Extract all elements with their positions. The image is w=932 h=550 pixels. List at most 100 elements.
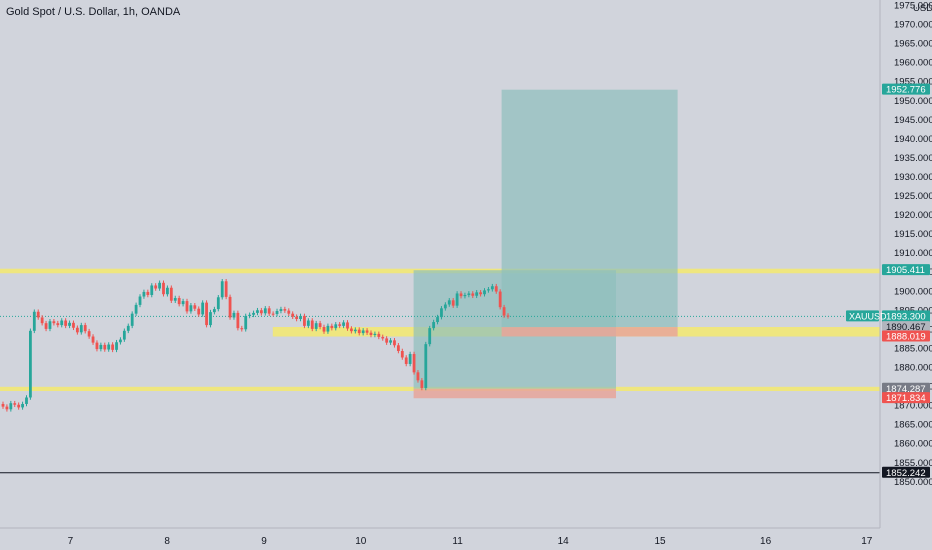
label-1952: 1952.776 (882, 83, 930, 96)
candle-body (64, 320, 68, 326)
candle-body (412, 354, 416, 373)
price-tick-label: 1885.000 (894, 343, 932, 354)
price-tick-label: 1860.000 (894, 439, 932, 450)
time-tick-label: 9 (261, 536, 267, 547)
candle-body (377, 333, 381, 337)
price-tick-label: 1915.000 (894, 229, 932, 240)
price-label-text: 1871.834 (886, 393, 926, 404)
candle-body (256, 310, 259, 313)
candle-body (56, 323, 60, 326)
candle-body (318, 323, 322, 327)
time-axis[interactable]: 7 8 9 10 11 14 15 16 17 (68, 536, 873, 547)
candle-body (330, 325, 334, 329)
candle-body (32, 311, 36, 331)
label-1852: 1852.242 (882, 466, 930, 479)
price-tick-label: 1935.000 (894, 153, 932, 164)
candle-body (95, 342, 99, 350)
long-stop-box (501, 327, 678, 337)
candle-body (107, 344, 111, 350)
candle-body (68, 322, 71, 326)
candle-body (130, 313, 134, 326)
price-label-text: 1952.776 (886, 85, 926, 96)
candle-body (181, 301, 185, 305)
candle-body (436, 317, 439, 323)
price-label-text: 1852.242 (886, 468, 926, 479)
chart-title: Gold Spot / U.S. Dollar, 1h, OANDA (6, 6, 181, 18)
candle-body (72, 322, 75, 328)
candle-body (263, 308, 267, 314)
candle-body (393, 340, 396, 346)
candle-body (220, 281, 224, 298)
candle-body (154, 285, 158, 289)
price-label-bg (882, 83, 930, 95)
candle-body (111, 344, 115, 350)
candle-body (502, 307, 506, 316)
candle-body (428, 328, 432, 345)
candle-body (138, 296, 142, 305)
time-tick-label: 15 (654, 536, 666, 547)
candle-body (396, 345, 400, 352)
candle-body (193, 305, 197, 309)
time-tick-label: 10 (355, 536, 367, 547)
candle-body (103, 344, 107, 350)
candle-body (52, 321, 56, 324)
candle-body (487, 289, 490, 291)
price-label-bg (882, 264, 930, 276)
price-tick-label: 1930.000 (894, 172, 932, 183)
candle-body (5, 406, 9, 410)
candle-body (424, 344, 428, 388)
candle-body (134, 304, 138, 314)
candle-body (350, 328, 353, 332)
price-tick-label: 1880.000 (894, 363, 932, 374)
price-tick-label: 1900.000 (894, 286, 932, 297)
candle-body (99, 344, 103, 350)
candle-body (146, 291, 150, 295)
candle-body (228, 296, 232, 318)
candle-body (259, 310, 263, 314)
price-tick-label: 1870.000 (894, 401, 932, 412)
candle-body (48, 321, 52, 329)
candle-body (310, 320, 314, 329)
candle-body (224, 281, 228, 297)
price-tick-label: 1865.000 (894, 420, 932, 431)
label-1905: 1905.411 (882, 264, 930, 276)
time-tick-label: 7 (68, 536, 74, 547)
candle-body (240, 328, 244, 330)
candle-body (173, 298, 177, 301)
candle-body (1, 403, 5, 407)
candle-body (75, 327, 79, 333)
candle-body (119, 339, 122, 343)
price-label-text: 1888.019 (886, 331, 926, 342)
symbol-label-bg (846, 310, 879, 322)
price-tick-label: 1960.000 (894, 58, 932, 69)
candle-body (447, 300, 451, 305)
candle-body (416, 372, 420, 381)
candle-body (150, 285, 154, 295)
price-tick-label: 1965.000 (894, 39, 932, 50)
label-1874: 1874.287 (882, 382, 930, 395)
candle-body (201, 302, 205, 315)
candle-body (236, 312, 240, 329)
candle-body (205, 302, 208, 326)
candle-body (467, 293, 471, 295)
candle-body (490, 286, 494, 290)
price-label-text: 1890.467 (886, 322, 926, 333)
candle-body (87, 331, 91, 337)
candle-body (60, 320, 64, 326)
price-tick-label: 1940.000 (894, 134, 932, 145)
candle-body (494, 286, 498, 292)
candle-body (283, 309, 287, 311)
price-label-bg (882, 330, 930, 342)
price-label-text: 1893.300 (886, 311, 926, 322)
candle-body (13, 403, 17, 405)
price-tick-label: 1910.000 (894, 248, 932, 259)
candle-body (209, 312, 212, 326)
candle-body (369, 332, 373, 335)
time-tick-label: 8 (164, 536, 170, 547)
time-tick-label: 16 (760, 536, 772, 547)
time-tick-label: 14 (558, 536, 570, 547)
price-tick-label: 1950.000 (894, 96, 932, 107)
candle-body (346, 322, 349, 329)
candle-body (365, 330, 369, 333)
